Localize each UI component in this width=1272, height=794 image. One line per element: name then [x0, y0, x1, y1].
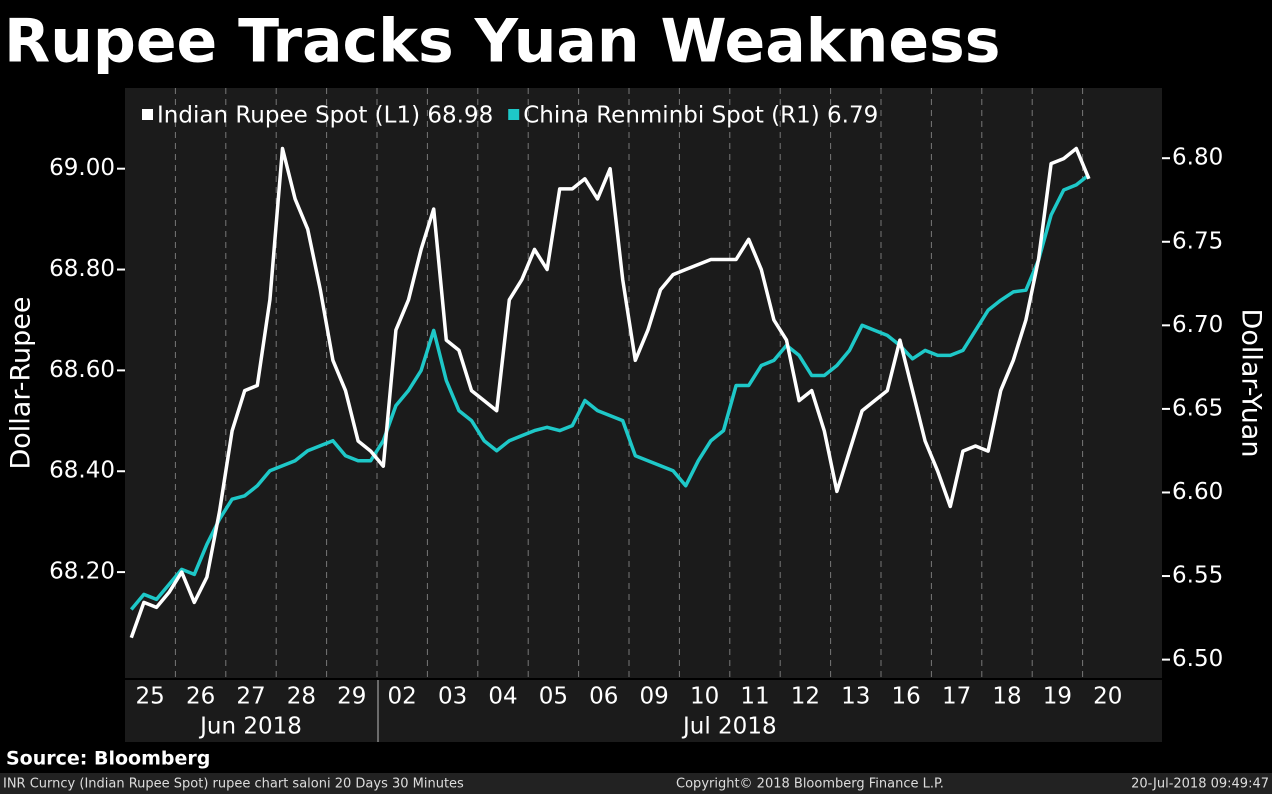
x-tick-label: 26	[186, 684, 215, 710]
footer-band	[0, 773, 1272, 794]
x-tick-label: 04	[488, 684, 517, 710]
x-tick-label: 16	[892, 684, 921, 710]
x-tick-label: 02	[388, 684, 417, 710]
y-tick-label: 68.80	[49, 256, 115, 282]
x-tick-label: 25	[136, 684, 165, 710]
series-line	[129, 146, 1091, 639]
x-tick-label: 20	[1093, 684, 1122, 710]
x-tick-label: 12	[791, 684, 820, 710]
x-tick-label: 03	[438, 684, 467, 710]
x-tick-label: 29	[337, 684, 366, 710]
y2-tick-label: 6.75	[1172, 228, 1223, 254]
plot-area	[125, 88, 1162, 678]
month-label: Jun 2018	[198, 714, 302, 740]
legend-swatch	[508, 109, 520, 120]
y2-tick-label: 6.55	[1172, 563, 1223, 589]
y2-tick-label: 6.65	[1172, 395, 1223, 421]
x-axis-band	[125, 680, 1162, 742]
y2-tick-label: 6.70	[1172, 312, 1223, 338]
y2-tick-label: 6.50	[1172, 646, 1223, 672]
y-tick-label: 68.40	[49, 458, 115, 484]
y-tick-label: 69.00	[49, 155, 115, 181]
x-tick-label: 10	[690, 684, 719, 710]
legend-swatch	[142, 109, 153, 120]
x-tick-label: 06	[589, 684, 618, 710]
series-line	[129, 173, 1090, 611]
x-tick-label: 05	[539, 684, 568, 710]
x-tick-label: 19	[1043, 684, 1072, 710]
footer-left: INR Curncy (Indian Rupee Spot) rupee cha…	[3, 777, 464, 792]
y2-tick-label: 6.80	[1172, 145, 1223, 171]
y-tick-label: 68.60	[49, 357, 115, 383]
legend-label: Indian Rupee Spot (L1) 68.98	[157, 103, 493, 129]
x-tick-label: 09	[640, 684, 669, 710]
x-tick-label: 28	[287, 684, 316, 710]
x-tick-label: 17	[942, 684, 971, 710]
footer-right: 20-Jul-2018 09:49:47	[1131, 777, 1269, 792]
y-axis-title: Dollar-Rupee	[6, 297, 37, 470]
month-label: Jul 2018	[681, 714, 777, 740]
y2-axis-title: Dollar-Yuan	[1236, 309, 1267, 458]
x-tick-label: 27	[236, 684, 265, 710]
x-tick-label: 13	[841, 684, 870, 710]
y-tick-label: 68.20	[49, 559, 115, 585]
y2-tick-label: 6.60	[1172, 479, 1223, 505]
x-tick-label: 18	[992, 684, 1021, 710]
x-tick-label: 11	[740, 684, 769, 710]
chart-title: Rupee Tracks Yuan Weakness	[4, 7, 1000, 77]
source: Source: Bloomberg	[6, 748, 210, 770]
footer-center: Copyright© 2018 Bloomberg Finance L.P.	[676, 777, 944, 792]
legend-label: China Renminbi Spot (R1) 6.79	[523, 103, 878, 129]
